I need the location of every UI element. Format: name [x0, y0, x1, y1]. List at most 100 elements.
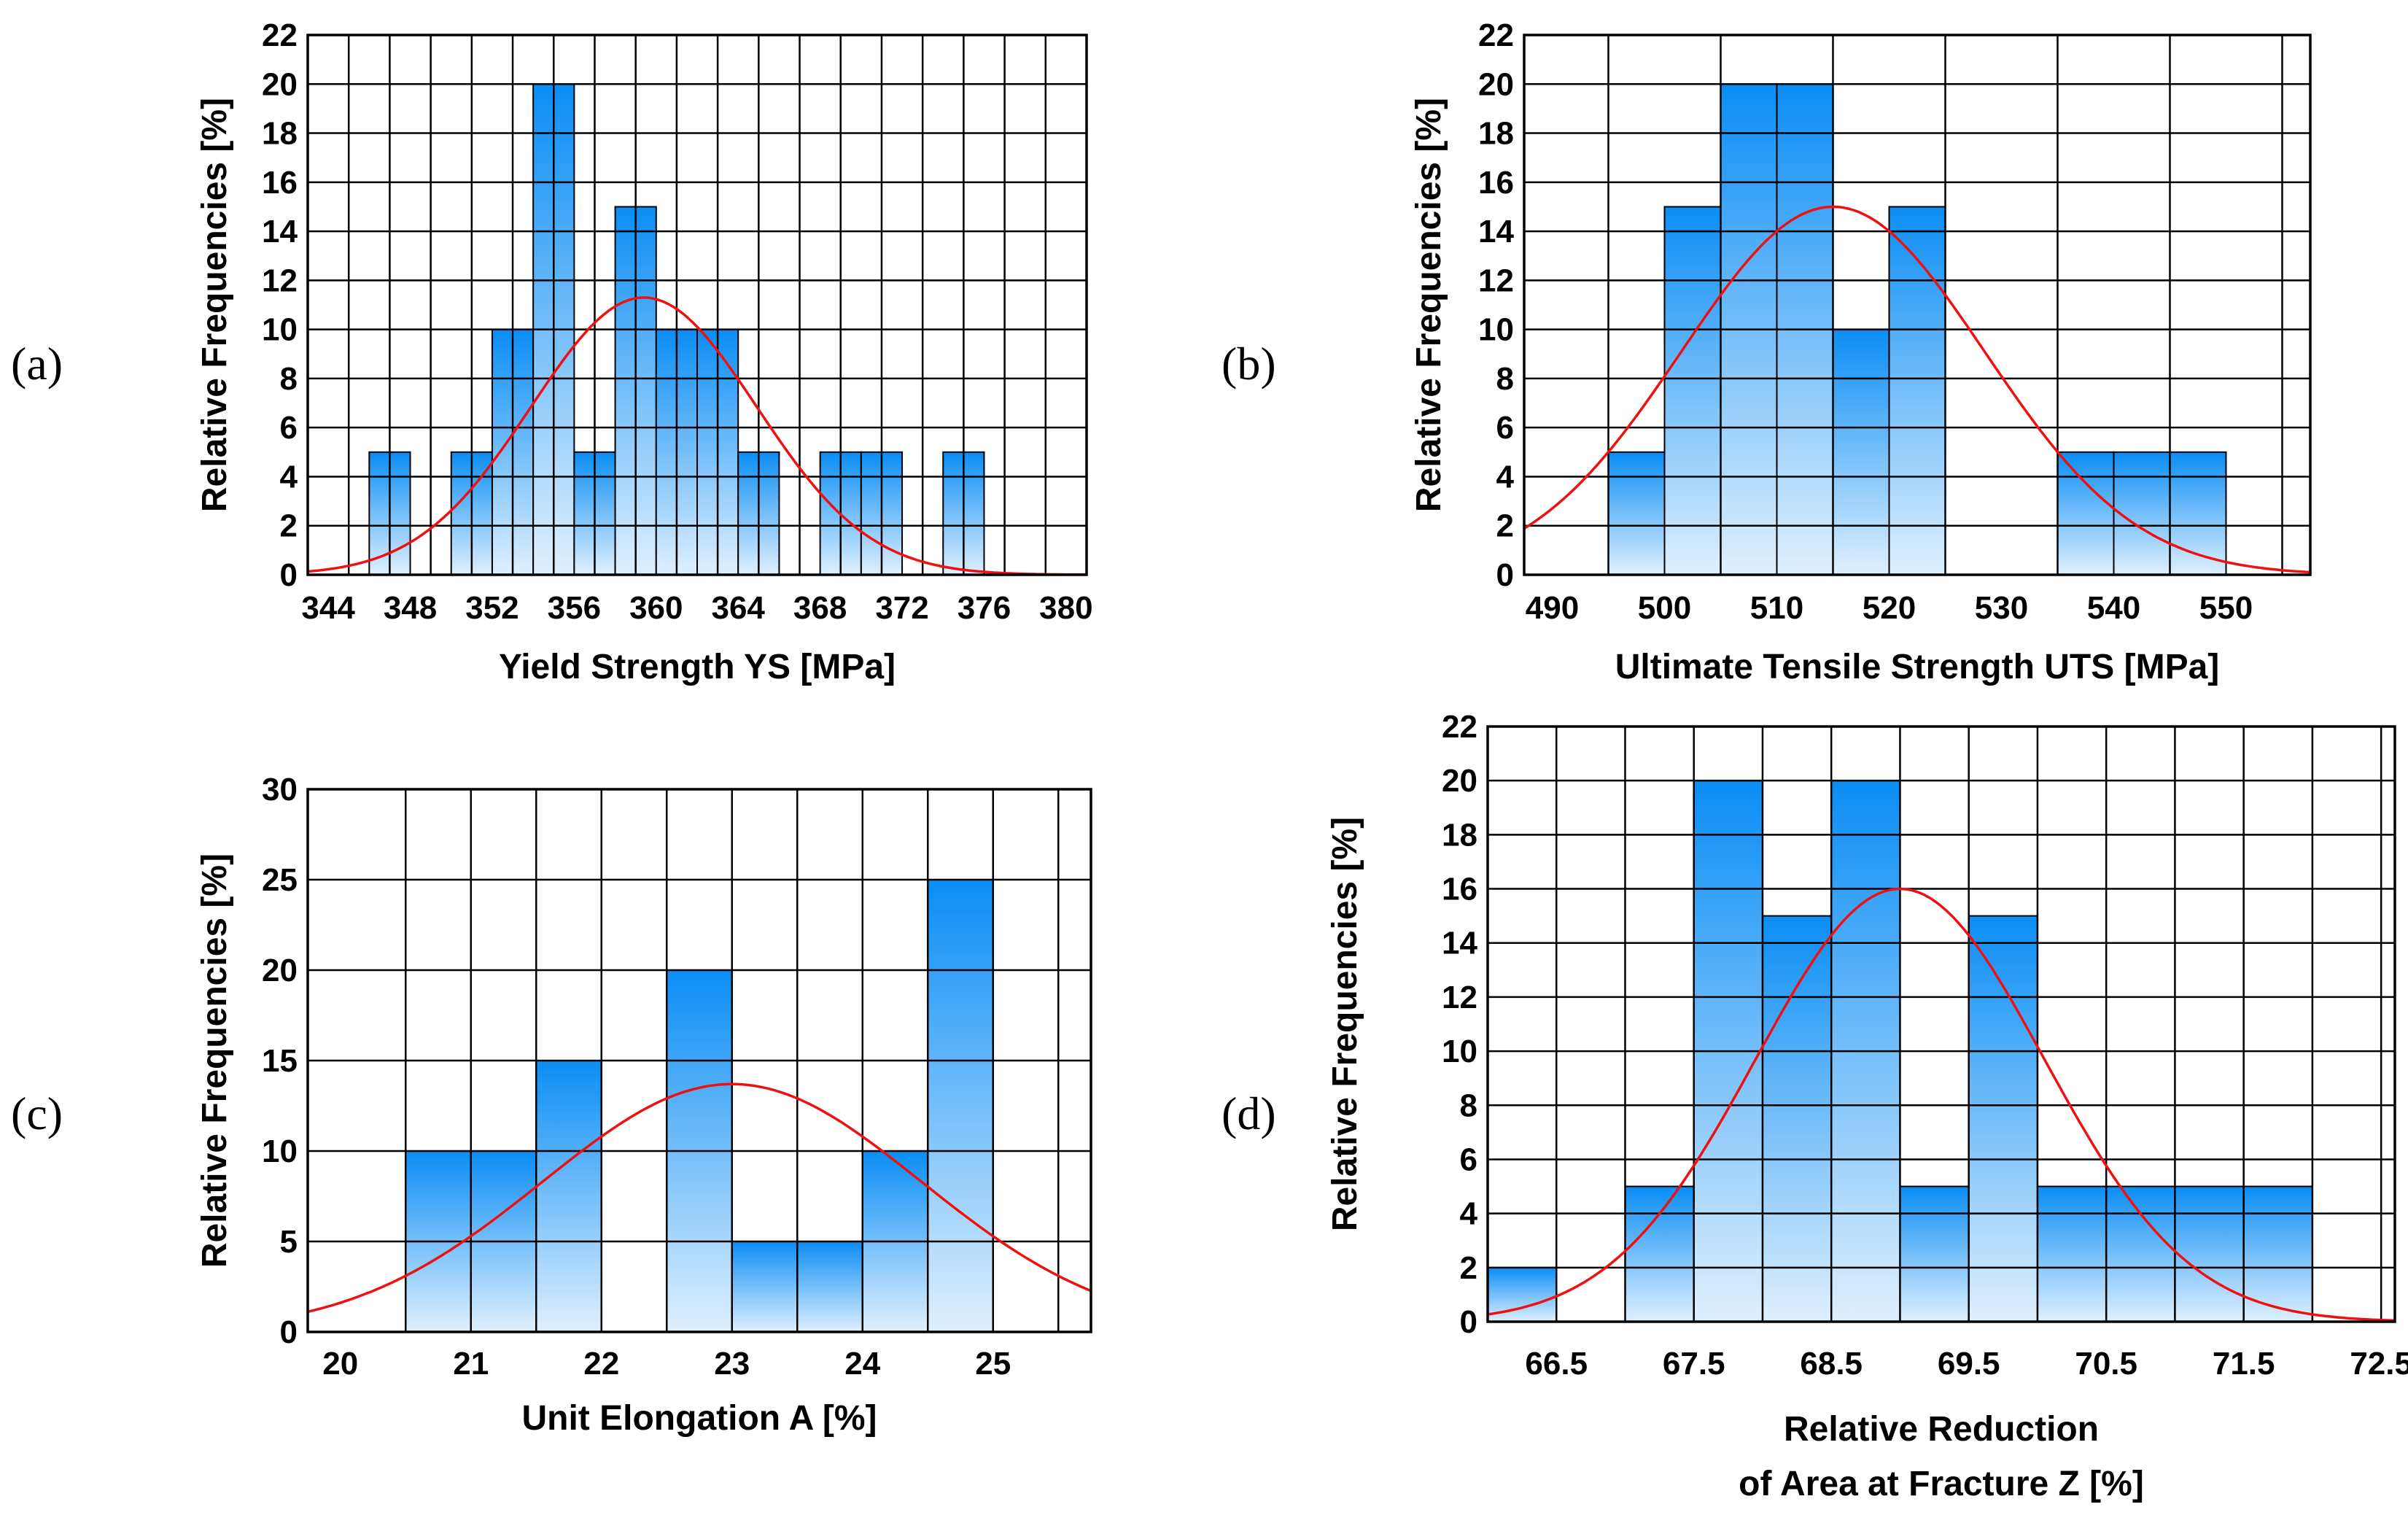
plot-frame [1486, 725, 2396, 1323]
bar [1761, 915, 1833, 1322]
normal-fit-curve [307, 296, 1087, 576]
y-tick-label: 0 [280, 557, 298, 593]
bar [1899, 1185, 1970, 1322]
y-tick-label: 6 [280, 410, 298, 446]
x-tick-label: 69.5 [1938, 1346, 2000, 1382]
x-tick-label: 70.5 [2075, 1346, 2137, 1382]
y-tick-label: 4 [280, 459, 298, 495]
x-tick-label: 67.5 [1663, 1346, 1725, 1382]
panel-label: (c) [11, 1088, 63, 1139]
x-tick-label: 372 [875, 590, 928, 626]
bar [1663, 206, 1722, 576]
y-tick-label: 25 [262, 862, 298, 898]
x-tick-label: 66.5 [1525, 1346, 1588, 1382]
bar [2113, 451, 2171, 576]
y-tick-label: 0 [1460, 1304, 1477, 1340]
bar [1832, 328, 1890, 576]
y-tick-label: 20 [1442, 763, 1477, 799]
x-tick-label: 364 [711, 590, 765, 626]
x-tick-label: 344 [301, 590, 355, 626]
y-tick-label: 18 [262, 116, 298, 152]
bar [927, 879, 994, 1333]
x-tick-label: 25 [975, 1346, 1011, 1382]
y-tick-label: 20 [262, 66, 298, 102]
y-tick-label: 14 [1478, 214, 1514, 249]
x-tick-label: 21 [453, 1346, 489, 1382]
bar [2056, 451, 2115, 576]
bar [796, 1241, 863, 1333]
x-tick-label: 380 [1039, 590, 1092, 626]
chart-panel-d: 0 2 4 6 8 10 12 14 16 18 20 22 66.5 67.5 68.5 69.5 70.5 7… [1222, 709, 2408, 1503]
y-tick-label: 12 [1478, 263, 1514, 298]
y-tick-label: 0 [1496, 557, 1514, 593]
y-tick-label: 12 [262, 263, 298, 298]
normal-fit-curve [1523, 205, 2311, 574]
bar [1888, 206, 1946, 576]
bar [2169, 451, 2227, 576]
y-axis-label: Relative Frequencies [%] [1410, 98, 1448, 512]
y-tick-label: 15 [262, 1043, 298, 1079]
y-tick-label: 16 [262, 165, 298, 201]
y-tick-label: 6 [1496, 410, 1514, 446]
plot-frame [306, 788, 1092, 1333]
y-tick-label: 16 [1442, 872, 1477, 907]
y-tick-label: 10 [1442, 1034, 1477, 1069]
y-tick-label: 22 [1442, 709, 1477, 745]
y-tick-label: 18 [1478, 116, 1514, 152]
x-tick-label: 22 [583, 1346, 619, 1382]
chart-panel-b: 0 2 4 6 8 10 12 14 16 18 20 22 490 500 510 520 530 540 550… [1222, 18, 2312, 686]
normal-fit-curve [1487, 887, 2396, 1322]
bar [2105, 1185, 2176, 1322]
x-tick-label: 24 [844, 1346, 880, 1382]
y-axis-label: Relative Frequencies [%] [1326, 817, 1364, 1231]
y-axis-label: Relative Frequencies [%] [195, 853, 234, 1268]
bar [1624, 1185, 1695, 1322]
x-tick-label: 20 [322, 1346, 358, 1382]
y-tick-label: 20 [262, 953, 298, 988]
x-tick-label: 72.5 [2350, 1346, 2408, 1382]
bar [535, 1060, 602, 1333]
y-tick-label: 10 [262, 1134, 298, 1169]
normal-fit-curve [307, 1082, 1092, 1314]
x-tick-label: 530 [1975, 590, 2028, 626]
bar [731, 1241, 799, 1333]
plot-frame [1523, 34, 2312, 576]
x-tick-label: 540 [2087, 590, 2140, 626]
bar [1968, 915, 2038, 1322]
bar [2036, 1185, 2108, 1322]
y-tick-label: 10 [1478, 312, 1514, 348]
y-tick-label: 22 [1478, 18, 1514, 53]
x-tick-label: 23 [714, 1346, 750, 1382]
x-axis-label: Unit Elongation A [%] [521, 1399, 877, 1438]
x-tick-label: 500 [1638, 590, 1691, 626]
x-axis-label: Relative Reduction [1784, 1410, 2099, 1449]
y-axis-label: Relative Frequencies [%] [195, 98, 234, 512]
x-tick-label: 356 [548, 590, 601, 626]
x-tick-label: 376 [958, 590, 1011, 626]
x-axis-label: of Area at Fracture Z [%] [1739, 1465, 2144, 1503]
y-tick-label: 8 [280, 361, 298, 397]
x-tick-label: 71.5 [2213, 1346, 2275, 1382]
panel-label: (b) [1222, 338, 1276, 390]
x-axis-label: Ultimate Tensile Strength UTS [MPa] [1615, 648, 2220, 686]
y-tick-label: 0 [280, 1314, 298, 1350]
y-tick-label: 20 [1478, 66, 1514, 102]
y-tick-label: 14 [262, 214, 298, 249]
x-tick-label: 550 [2199, 590, 2253, 626]
y-tick-label: 18 [1442, 817, 1477, 853]
y-tick-label: 22 [262, 18, 298, 53]
chart-panel-a: 0 2 4 6 8 10 12 14 16 18 20 22 344 348 352 356 360 364 368… [11, 18, 1093, 686]
x-axis-label: Yield Strength YS [MPa] [499, 648, 896, 686]
y-tick-label: 2 [1496, 508, 1514, 544]
y-tick-label: 30 [262, 772, 298, 807]
y-tick-label: 4 [1460, 1196, 1478, 1232]
x-tick-label: 368 [793, 590, 847, 626]
y-tick-label: 4 [1496, 459, 1515, 495]
x-tick-label: 510 [1750, 590, 1803, 626]
bar [2174, 1185, 2245, 1322]
chart-panel-c: 0 5 10 15 20 25 30 20 21 22 23 24 25 Unit Elongation … [11, 772, 1092, 1438]
y-tick-label: 16 [1478, 165, 1514, 201]
panel-label: (d) [1222, 1088, 1276, 1139]
x-tick-label: 68.5 [1800, 1346, 1863, 1382]
